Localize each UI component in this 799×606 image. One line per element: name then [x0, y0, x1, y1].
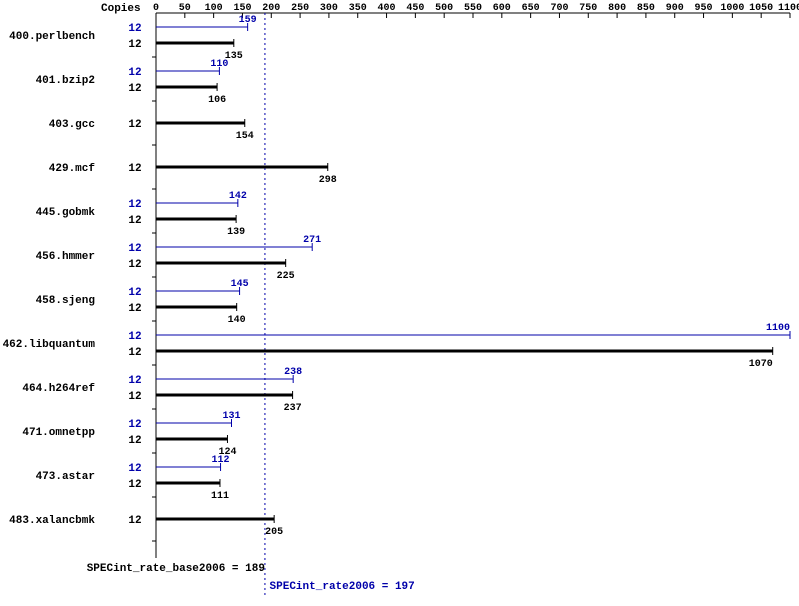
benchmark-name: 471.omnetpp	[22, 427, 95, 439]
x-tick-label: 100	[205, 3, 223, 14]
x-tick-label: 700	[550, 3, 568, 14]
footer-base: SPECint_rate_base2006 = 189	[87, 563, 265, 575]
x-tick-label: 500	[435, 3, 453, 14]
spec-rate-chart: 0 50 100 150 200 250 300 350 400 450 500 550 600 650 7…	[0, 0, 799, 606]
base-copies: 12	[128, 119, 141, 131]
x-tick-label: 650	[522, 3, 540, 14]
x-tick-label: 400	[378, 3, 396, 14]
x-tick-label: 0	[153, 3, 159, 14]
base-copies: 12	[128, 83, 141, 95]
benchmark-name: 403.gcc	[49, 119, 95, 131]
peak-copies: 12	[128, 463, 141, 475]
x-tick-label: 50	[179, 3, 191, 14]
x-tick-label: 200	[262, 3, 280, 14]
base-value: 139	[227, 227, 245, 238]
peak-copies: 12	[128, 67, 141, 79]
x-tick-label: 350	[349, 3, 367, 14]
x-tick-label: 850	[637, 3, 655, 14]
x-tick-label: 450	[406, 3, 424, 14]
peak-copies: 12	[128, 243, 141, 255]
x-tick-label: 250	[291, 3, 309, 14]
benchmark-name: 473.astar	[36, 471, 95, 483]
peak-value: 159	[239, 15, 257, 26]
benchmark-name: 483.xalancbmk	[9, 515, 95, 527]
footer-peak: SPECint_rate2006 = 197	[270, 581, 415, 593]
base-copies: 12	[128, 515, 141, 527]
base-copies: 12	[128, 435, 141, 447]
x-tick-label: 750	[579, 3, 597, 14]
x-tick-label: 1050	[749, 3, 773, 14]
peak-value: 112	[212, 455, 230, 466]
peak-value: 131	[222, 411, 240, 422]
x-tick-label: 150	[233, 3, 251, 14]
base-value: 298	[319, 175, 337, 186]
x-tick-label: 950	[695, 3, 713, 14]
base-value: 1070	[749, 359, 773, 370]
base-value: 106	[208, 95, 226, 106]
base-value: 205	[265, 527, 283, 538]
x-tick-label: 1000	[720, 3, 744, 14]
peak-copies: 12	[128, 287, 141, 299]
base-value: 225	[277, 271, 295, 282]
base-copies: 12	[128, 215, 141, 227]
base-value: 237	[284, 403, 302, 414]
copies-header: Copies	[101, 3, 141, 15]
x-tick-label: 800	[608, 3, 626, 14]
base-value: 154	[236, 131, 254, 142]
peak-value: 142	[229, 191, 247, 202]
benchmark-name: 462.libquantum	[3, 339, 96, 351]
base-copies: 12	[128, 479, 141, 491]
base-copies: 12	[128, 391, 141, 403]
peak-value: 271	[303, 235, 321, 246]
base-copies: 12	[128, 347, 141, 359]
peak-value: 110	[210, 59, 228, 70]
base-copies: 12	[128, 303, 141, 315]
x-tick-label: 1100	[778, 3, 799, 14]
peak-value: 238	[284, 367, 302, 378]
base-value: 140	[228, 315, 246, 326]
base-copies: 12	[128, 163, 141, 175]
peak-copies: 12	[128, 23, 141, 35]
base-copies: 12	[128, 39, 141, 51]
benchmark-name: 401.bzip2	[36, 75, 95, 87]
benchmark-name: 445.gobmk	[36, 207, 96, 219]
benchmark-name: 429.mcf	[49, 163, 96, 175]
benchmark-name: 456.hmmer	[36, 251, 95, 263]
chart-bg	[0, 0, 799, 606]
peak-copies: 12	[128, 375, 141, 387]
base-copies: 12	[128, 259, 141, 271]
benchmark-name: 458.sjeng	[36, 295, 95, 307]
x-tick-label: 600	[493, 3, 511, 14]
benchmark-name: 400.perlbench	[9, 31, 95, 43]
x-tick-label: 900	[666, 3, 684, 14]
peak-value: 145	[231, 279, 249, 290]
peak-copies: 12	[128, 199, 141, 211]
benchmark-name: 464.h264ref	[22, 383, 95, 395]
peak-value: 1100	[766, 323, 790, 334]
peak-copies: 12	[128, 331, 141, 343]
x-tick-label: 550	[464, 3, 482, 14]
x-tick-label: 300	[320, 3, 338, 14]
base-value: 111	[211, 491, 229, 502]
peak-copies: 12	[128, 419, 141, 431]
